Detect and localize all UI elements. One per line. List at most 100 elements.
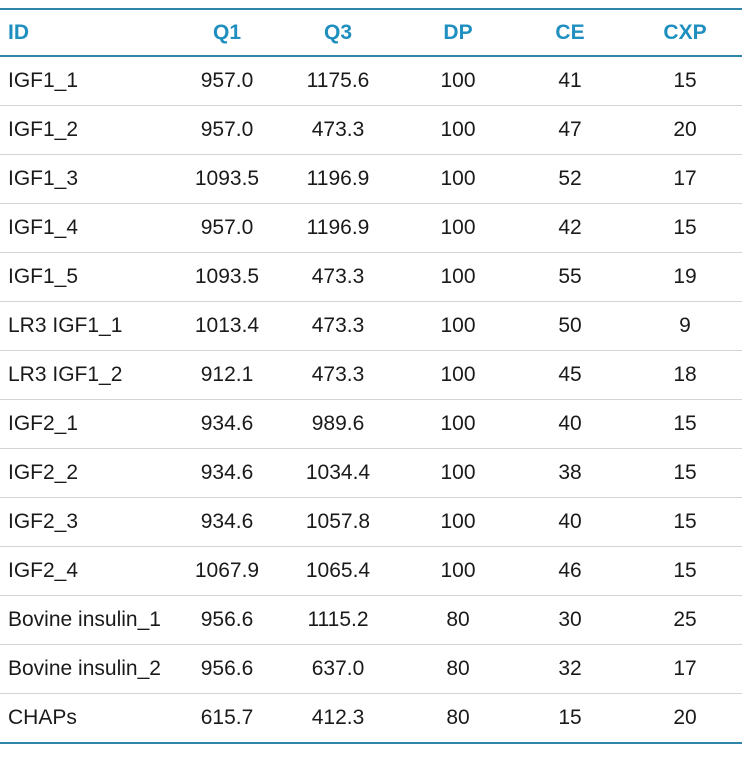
cell-id: IGF1_2 [0, 105, 182, 155]
table-row: CHAPs 615.7 412.3 80 15 20 [0, 693, 742, 744]
cell-id: IGF1_3 [0, 154, 182, 204]
cell-cxp: 25 [628, 595, 742, 645]
cell-q1: 957.0 [182, 56, 272, 106]
cell-id: IGF2_3 [0, 497, 182, 547]
table-row: IGF2_4 1067.9 1065.4 100 46 15 [0, 546, 742, 596]
cell-ce: 40 [512, 497, 628, 547]
table-body: IGF1_1 957.0 1175.6 100 41 15 IGF1_2 957.0 473.3… [0, 56, 742, 744]
cell-dp: 100 [404, 497, 512, 547]
cell-cxp: 15 [628, 497, 742, 547]
cell-id: CHAPs [0, 693, 182, 744]
cell-dp: 80 [404, 595, 512, 645]
cell-ce: 41 [512, 56, 628, 106]
cell-q1: 912.1 [182, 350, 272, 400]
cell-cxp: 20 [628, 693, 742, 744]
cell-q3: 1034.4 [272, 448, 404, 498]
table-row: Bovine insulin_2 956.6 637.0 80 32 17 [0, 644, 742, 694]
table-row: IGF1_1 957.0 1175.6 100 41 15 [0, 56, 742, 106]
cell-cxp: 15 [628, 448, 742, 498]
cell-q3: 473.3 [272, 252, 404, 302]
cell-id: Bovine insulin_2 [0, 644, 182, 694]
cell-q3: 1196.9 [272, 154, 404, 204]
table-row: IGF2_2 934.6 1034.4 100 38 15 [0, 448, 742, 498]
cell-q1: 956.6 [182, 644, 272, 694]
table-row: IGF1_4 957.0 1196.9 100 42 15 [0, 203, 742, 253]
cell-q1: 934.6 [182, 399, 272, 449]
table-row: IGF1_2 957.0 473.3 100 47 20 [0, 105, 742, 155]
cell-ce: 47 [512, 105, 628, 155]
cell-dp: 100 [404, 56, 512, 106]
cell-cxp: 15 [628, 399, 742, 449]
cell-ce: 55 [512, 252, 628, 302]
cell-dp: 100 [404, 399, 512, 449]
cell-id: Bovine insulin_1 [0, 595, 182, 645]
cell-q1: 1013.4 [182, 301, 272, 351]
cell-id: IGF2_2 [0, 448, 182, 498]
table-row: IGF1_5 1093.5 473.3 100 55 19 [0, 252, 742, 302]
cell-q1: 934.6 [182, 497, 272, 547]
cell-ce: 30 [512, 595, 628, 645]
cell-ce: 45 [512, 350, 628, 400]
cell-ce: 40 [512, 399, 628, 449]
header-dp: DP [443, 20, 473, 44]
data-table-container: ID Q1 Q3 DP CE CXP IGF1_1 957.0 1175.6 100 4… [0, 8, 742, 744]
cell-q1: 957.0 [182, 203, 272, 253]
cell-id: IGF1_4 [0, 203, 182, 253]
header-ce: CE [555, 20, 585, 44]
cell-ce: 50 [512, 301, 628, 351]
cell-cxp: 15 [628, 56, 742, 106]
cell-ce: 32 [512, 644, 628, 694]
cell-q3: 412.3 [272, 693, 404, 744]
cell-dp: 100 [404, 301, 512, 351]
table-row: IGF2_1 934.6 989.6 100 40 15 [0, 399, 742, 449]
cell-cxp: 15 [628, 203, 742, 253]
cell-ce: 46 [512, 546, 628, 596]
cell-q3: 1065.4 [272, 546, 404, 596]
cell-q1: 1093.5 [182, 154, 272, 204]
cell-dp: 100 [404, 546, 512, 596]
cell-cxp: 17 [628, 154, 742, 204]
cell-q3: 1196.9 [272, 203, 404, 253]
table-row: IGF1_3 1093.5 1196.9 100 52 17 [0, 154, 742, 204]
cell-q1: 1067.9 [182, 546, 272, 596]
cell-id: IGF2_4 [0, 546, 182, 596]
cell-dp: 80 [404, 644, 512, 694]
cell-dp: 100 [404, 448, 512, 498]
cell-id: IGF2_1 [0, 399, 182, 449]
cell-cxp: 15 [628, 546, 742, 596]
header-row: ID Q1 Q3 DP CE CXP [0, 9, 742, 56]
cell-q3: 473.3 [272, 301, 404, 351]
cell-ce: 42 [512, 203, 628, 253]
cell-q3: 473.3 [272, 350, 404, 400]
cell-cxp: 18 [628, 350, 742, 400]
cell-id: IGF1_1 [0, 56, 182, 106]
header-q3: Q3 [323, 20, 352, 44]
data-table: ID Q1 Q3 DP CE CXP IGF1_1 957.0 1175.6 100 4… [0, 8, 742, 744]
cell-q1: 934.6 [182, 448, 272, 498]
header-cxp: CXP [663, 20, 707, 44]
cell-ce: 15 [512, 693, 628, 744]
table-row: Bovine insulin_1 956.6 1115.2 80 30 25 [0, 595, 742, 645]
cell-q3: 637.0 [272, 644, 404, 694]
header-q1: Q1 [212, 20, 241, 44]
cell-dp: 100 [404, 252, 512, 302]
cell-ce: 52 [512, 154, 628, 204]
cell-id: LR3 IGF1_1 [0, 301, 182, 351]
cell-cxp: 20 [628, 105, 742, 155]
cell-ce: 38 [512, 448, 628, 498]
header-id: ID [8, 20, 29, 44]
cell-cxp: 9 [628, 301, 742, 351]
cell-q3: 473.3 [272, 105, 404, 155]
table-row: IGF2_3 934.6 1057.8 100 40 15 [0, 497, 742, 547]
cell-q1: 956.6 [182, 595, 272, 645]
cell-id: LR3 IGF1_2 [0, 350, 182, 400]
cell-q1: 615.7 [182, 693, 272, 744]
cell-q3: 1057.8 [272, 497, 404, 547]
cell-dp: 80 [404, 693, 512, 744]
cell-q3: 1175.6 [272, 56, 404, 106]
cell-q1: 1093.5 [182, 252, 272, 302]
cell-q1: 957.0 [182, 105, 272, 155]
table-row: LR3 IGF1_2 912.1 473.3 100 45 18 [0, 350, 742, 400]
cell-id: IGF1_5 [0, 252, 182, 302]
cell-cxp: 17 [628, 644, 742, 694]
